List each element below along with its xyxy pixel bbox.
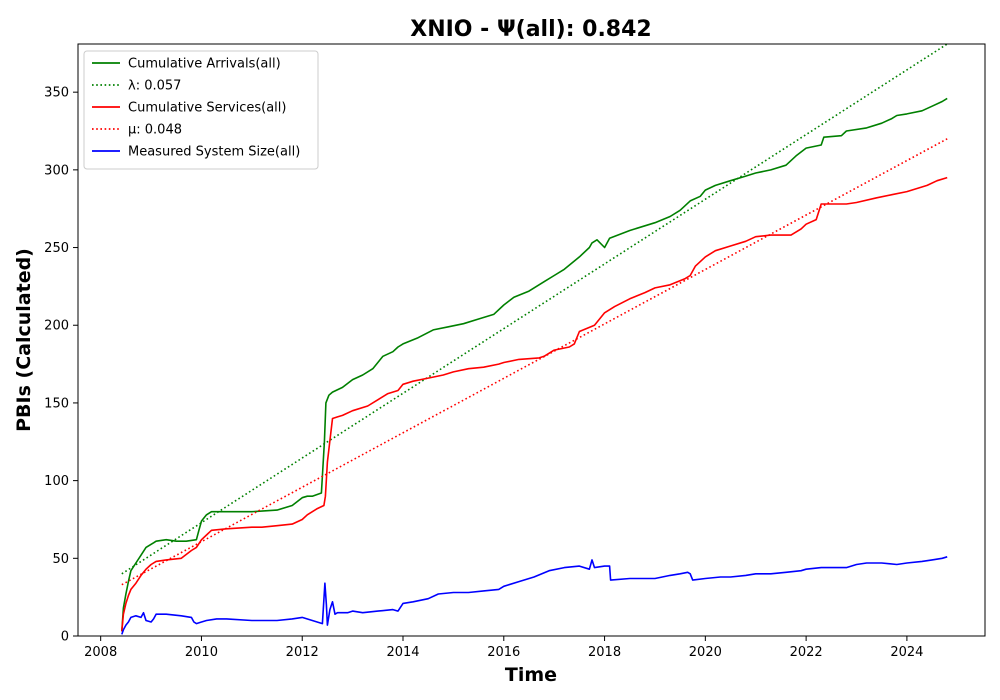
legend-label-cumulative-arrivals-all: Cumulative Arrivals(all)	[128, 57, 281, 72]
y-tick-label: 300	[44, 163, 69, 178]
y-tick-label: 250	[44, 241, 69, 256]
x-tick-label: 2018	[588, 645, 621, 660]
plot-frame	[77, 43, 986, 637]
series-line-2	[121, 176, 948, 632]
series-line-4	[121, 556, 948, 635]
legend-label-0-057: λ: 0.057	[128, 79, 181, 94]
x-axis-ticks: 2008 2010 2012 2014 2016 2018 2020 2022 2024	[84, 636, 923, 660]
x-tick-label: 2016	[487, 645, 520, 660]
chart-title: XNIO - Ψ(all): 0.842	[410, 17, 651, 42]
y-tick-label: 150	[44, 396, 69, 411]
legend-box	[83, 50, 319, 170]
series-line-3	[121, 138, 948, 586]
legend-label-measured-system-size-all: Measured System Size(all)	[128, 145, 300, 160]
x-axis-label: Time	[505, 664, 557, 686]
x-tick-label: 2024	[890, 645, 923, 660]
y-axis-ticks: 0 50 100 150 200 250 300 350	[44, 86, 78, 645]
legend: Cumulative Arrivals(all) λ: 0.057 Cumulati…	[83, 50, 319, 170]
legend-label-cumulative-services-all: Cumulative Services(all)	[128, 101, 286, 116]
x-tick-label: 2020	[689, 645, 722, 660]
legend-label-0-048: μ: 0.048	[128, 123, 182, 138]
y-tick-label: 200	[44, 319, 69, 334]
y-axis-label: PBIs (Calculated)	[13, 248, 35, 432]
y-tick-label: 50	[52, 552, 69, 567]
x-tick-label: 2012	[286, 645, 319, 660]
y-tick-label: 0	[61, 630, 69, 645]
x-tick-label: 2022	[790, 645, 823, 660]
x-tick-label: 2010	[185, 645, 218, 660]
x-tick-label: 2014	[386, 645, 419, 660]
series-line-0	[121, 97, 948, 632]
y-tick-label: 100	[44, 474, 69, 489]
x-tick-label: 2008	[84, 645, 117, 660]
y-tick-label: 350	[44, 86, 69, 101]
plot-series-group	[121, 44, 948, 635]
